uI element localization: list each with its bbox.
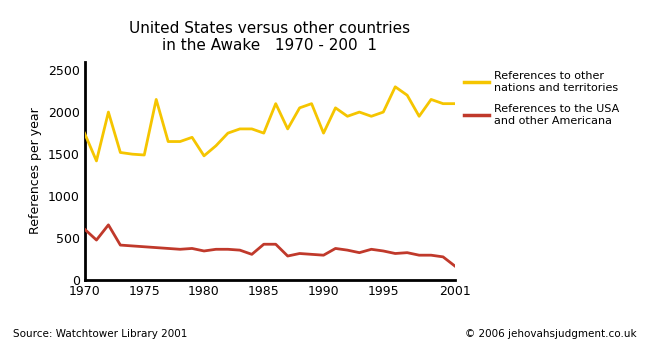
Text: © 2006 jehovahsjudgment.co.uk: © 2006 jehovahsjudgment.co.uk [465, 329, 637, 339]
Text: Source: Watchtower Library 2001: Source: Watchtower Library 2001 [13, 329, 187, 339]
Title: United States versus other countries
in the Awake  1970 - 200 1: United States versus other countries in … [129, 21, 410, 53]
Y-axis label: References per year: References per year [29, 108, 42, 234]
Legend: References to other
nations and territories, References to the USA
and other Ame: References to other nations and territor… [464, 71, 619, 126]
